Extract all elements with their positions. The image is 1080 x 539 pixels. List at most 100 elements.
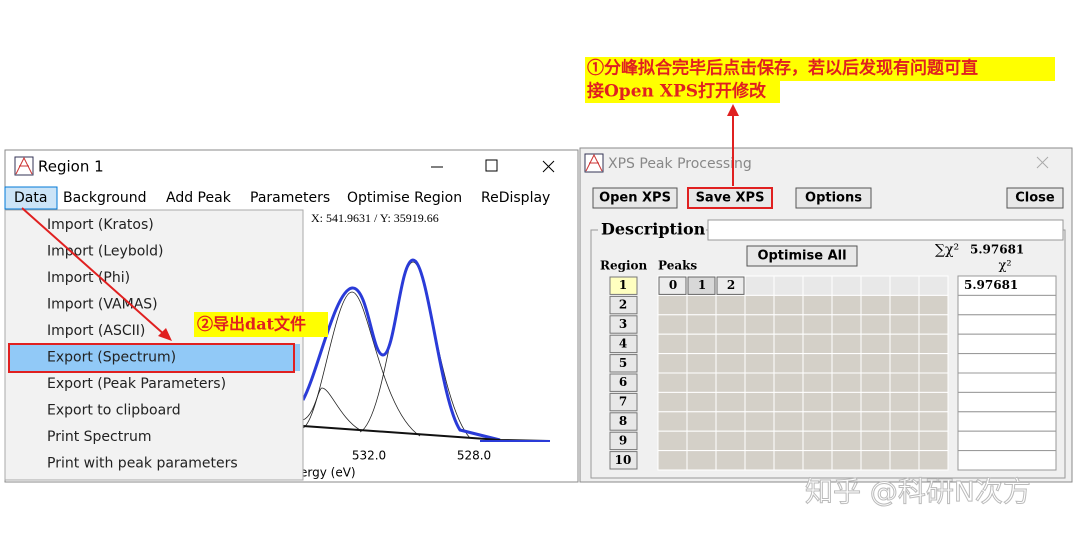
close-button[interactable] [542,160,555,173]
region-button[interactable] [609,276,638,295]
peak-cell[interactable] [744,372,775,393]
peak-cell[interactable] [889,333,920,355]
menu-item[interactable]: Add Peak [166,190,232,206]
maximize-button[interactable] [485,159,498,172]
peak-cell[interactable] [918,430,949,452]
menu-item[interactable]: Background [63,190,147,206]
peak-cell[interactable] [715,294,746,316]
menu-item[interactable]: ReDisplay [481,190,550,206]
peak-cell[interactable] [773,430,804,452]
menu-option[interactable]: Print Spectrum [47,429,152,445]
peak-cell[interactable] [657,333,688,355]
peak-cell[interactable] [773,353,804,374]
peak-cell[interactable] [715,391,746,413]
peak-cell[interactable] [889,294,920,316]
peak-cell[interactable] [860,353,891,374]
peak-cell[interactable] [686,430,717,452]
region-button[interactable] [609,392,638,412]
peak-cell[interactable] [744,333,775,355]
peak-cell[interactable] [715,314,746,335]
peak-cell[interactable] [802,411,833,432]
peak-cell[interactable] [918,411,949,432]
peak-cell[interactable] [686,450,717,471]
peak-cell[interactable] [860,294,891,316]
close-button[interactable] [1036,156,1049,169]
button[interactable] [1006,187,1064,209]
peak-cell[interactable] [686,391,717,413]
peak-cell[interactable] [773,450,804,471]
peak-cell[interactable] [889,391,920,413]
peak-cell[interactable] [860,450,891,471]
peak-cell[interactable] [831,411,862,432]
peak-cell[interactable] [889,430,920,452]
region-button[interactable] [609,412,638,431]
peak-header[interactable] [658,276,687,295]
peak-cell[interactable] [831,353,862,374]
peak-cell[interactable] [860,275,891,296]
peak-cell[interactable] [657,411,688,432]
peak-cell[interactable] [831,372,862,393]
peak-header[interactable] [687,276,716,295]
peak-cell[interactable] [773,294,804,316]
description-input[interactable] [707,219,1064,241]
peak-cell[interactable] [715,411,746,432]
peak-cell[interactable] [773,333,804,355]
peak-cell[interactable] [715,333,746,355]
menu-option[interactable]: Export (Spectrum) [47,350,176,366]
peak-cell[interactable] [831,275,862,296]
peak-cell[interactable] [773,411,804,432]
menu-option[interactable]: Print with peak parameters [47,456,238,472]
peak-cell[interactable] [889,275,920,296]
peak-cell[interactable] [802,372,833,393]
menu-option[interactable]: Export (Peak Parameters) [47,376,226,392]
peak-cell[interactable] [744,353,775,374]
peak-cell[interactable] [715,450,746,471]
menu-option[interactable]: Import (ASCII) [47,323,145,339]
peak-cell[interactable] [657,314,688,335]
menu-option[interactable]: Export to clipboard [47,403,181,419]
peak-cell[interactable] [918,450,949,471]
peak-cell[interactable] [686,411,717,432]
menu-item[interactable]: Parameters [250,190,330,206]
button[interactable] [795,187,872,209]
peak-cell[interactable] [889,372,920,393]
button[interactable] [687,187,773,209]
peak-cell[interactable] [860,430,891,452]
menu-option[interactable]: Import (VAMAS) [47,297,158,313]
region-button[interactable] [609,334,638,354]
peak-cell[interactable] [773,314,804,335]
peak-cell[interactable] [860,333,891,355]
peak-cell[interactable] [773,391,804,413]
peak-cell[interactable] [657,430,688,452]
menu-item[interactable]: Optimise Region [347,190,462,206]
peak-cell[interactable] [802,430,833,452]
peak-cell[interactable] [831,314,862,335]
peak-cell[interactable] [831,294,862,316]
region-button[interactable] [609,431,638,451]
peak-cell[interactable] [918,353,949,374]
peak-cell[interactable] [657,391,688,413]
peak-cell[interactable] [802,450,833,471]
peak-cell[interactable] [657,353,688,374]
region-button[interactable] [609,373,638,392]
peak-cell[interactable] [889,314,920,335]
peak-cell[interactable] [831,391,862,413]
menu-option[interactable]: Import (Kratos) [47,217,154,233]
peak-cell[interactable] [657,450,688,471]
peak-cell[interactable] [918,294,949,316]
peak-cell[interactable] [918,372,949,393]
peak-cell[interactable] [802,353,833,374]
peak-cell[interactable] [744,450,775,471]
peak-cell[interactable] [860,314,891,335]
peak-header[interactable] [716,276,745,295]
peak-cell[interactable] [860,391,891,413]
peak-cell[interactable] [744,275,775,296]
peak-cell[interactable] [715,430,746,452]
peak-cell[interactable] [686,333,717,355]
peak-cell[interactable] [889,353,920,374]
peak-cell[interactable] [657,372,688,393]
peak-cell[interactable] [686,314,717,335]
peak-cell[interactable] [686,294,717,316]
region-button[interactable] [609,354,638,373]
peak-cell[interactable] [918,333,949,355]
